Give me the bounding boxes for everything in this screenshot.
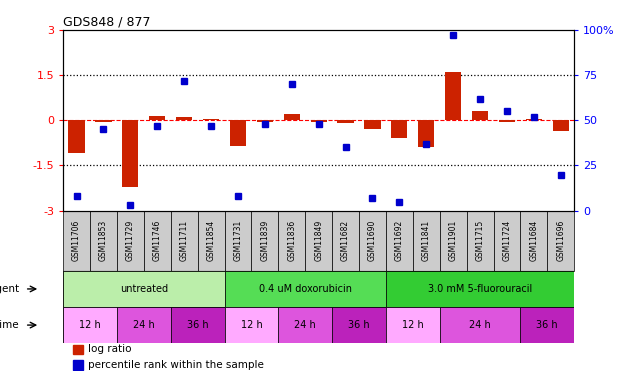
Text: 12 h: 12 h	[402, 320, 423, 330]
Text: GSM11706: GSM11706	[72, 220, 81, 261]
Text: GSM11836: GSM11836	[287, 220, 296, 261]
Bar	[305, 211, 332, 271]
Text: time: time	[0, 320, 20, 330]
Bar	[386, 271, 574, 307]
Bar	[547, 211, 574, 271]
Text: GSM11746: GSM11746	[153, 220, 162, 261]
Bar	[440, 211, 466, 271]
Text: 36 h: 36 h	[348, 320, 370, 330]
Text: 24 h: 24 h	[469, 320, 491, 330]
Bar	[117, 211, 144, 271]
Text: GSM11692: GSM11692	[395, 220, 404, 261]
Bar	[386, 307, 440, 343]
Text: GSM11854: GSM11854	[206, 220, 216, 261]
Text: GSM11684: GSM11684	[529, 220, 538, 261]
Bar	[413, 211, 440, 271]
Text: GSM11682: GSM11682	[341, 220, 350, 261]
Text: GSM11901: GSM11901	[449, 220, 457, 261]
Bar	[225, 211, 251, 271]
Bar	[203, 119, 219, 120]
Bar	[171, 211, 198, 271]
Bar	[69, 120, 85, 153]
Bar	[521, 307, 574, 343]
Text: GSM11839: GSM11839	[261, 220, 269, 261]
Bar	[63, 271, 225, 307]
Text: GSM11853: GSM11853	[99, 220, 108, 261]
Bar	[122, 120, 138, 187]
Text: 12 h: 12 h	[79, 320, 101, 330]
Bar	[171, 307, 225, 343]
Text: GSM11731: GSM11731	[233, 220, 242, 261]
Bar	[338, 120, 353, 123]
Bar	[149, 116, 165, 120]
Bar	[418, 120, 434, 147]
Bar	[198, 211, 225, 271]
Bar	[257, 120, 273, 122]
Bar	[472, 111, 488, 120]
Bar	[526, 119, 542, 120]
Bar	[332, 211, 359, 271]
Bar	[391, 120, 408, 138]
Text: GSM11729: GSM11729	[126, 220, 135, 261]
Bar	[310, 120, 327, 122]
Text: GSM11841: GSM11841	[422, 220, 431, 261]
Bar	[144, 211, 171, 271]
Text: GSM11690: GSM11690	[368, 220, 377, 261]
Bar	[176, 117, 192, 120]
Bar	[332, 307, 386, 343]
Bar	[553, 120, 569, 131]
Bar	[225, 271, 386, 307]
Text: GSM11711: GSM11711	[180, 220, 189, 261]
Bar	[63, 307, 117, 343]
Bar	[440, 307, 521, 343]
Bar	[466, 211, 493, 271]
Bar	[278, 211, 305, 271]
Text: 3.0 mM 5-fluorouracil: 3.0 mM 5-fluorouracil	[428, 284, 532, 294]
Bar	[521, 211, 547, 271]
Bar	[499, 120, 515, 122]
Text: GSM11696: GSM11696	[557, 220, 565, 261]
Bar	[95, 120, 112, 122]
Text: GSM11715: GSM11715	[476, 220, 485, 261]
Bar	[90, 211, 117, 271]
Text: GDS848 / 877: GDS848 / 877	[63, 16, 151, 29]
Bar	[117, 307, 171, 343]
Text: GSM11849: GSM11849	[314, 220, 323, 261]
Text: 36 h: 36 h	[536, 320, 558, 330]
Text: percentile rank within the sample: percentile rank within the sample	[88, 360, 264, 370]
Bar	[445, 72, 461, 120]
Bar	[284, 114, 300, 120]
Bar	[225, 307, 278, 343]
Bar	[278, 307, 332, 343]
Bar	[73, 345, 83, 354]
Bar	[63, 211, 90, 271]
Text: 12 h: 12 h	[240, 320, 262, 330]
Text: untreated: untreated	[120, 284, 168, 294]
Text: log ratio: log ratio	[88, 344, 131, 354]
Bar	[493, 211, 521, 271]
Bar	[386, 211, 413, 271]
Text: 24 h: 24 h	[133, 320, 155, 330]
Bar	[251, 211, 278, 271]
Bar	[73, 360, 83, 370]
Bar	[230, 120, 246, 146]
Bar	[364, 120, 380, 129]
Text: 36 h: 36 h	[187, 320, 208, 330]
Text: 0.4 uM doxorubicin: 0.4 uM doxorubicin	[259, 284, 351, 294]
Text: agent: agent	[0, 284, 20, 294]
Text: GSM11724: GSM11724	[502, 220, 512, 261]
Text: 24 h: 24 h	[294, 320, 316, 330]
Bar	[359, 211, 386, 271]
